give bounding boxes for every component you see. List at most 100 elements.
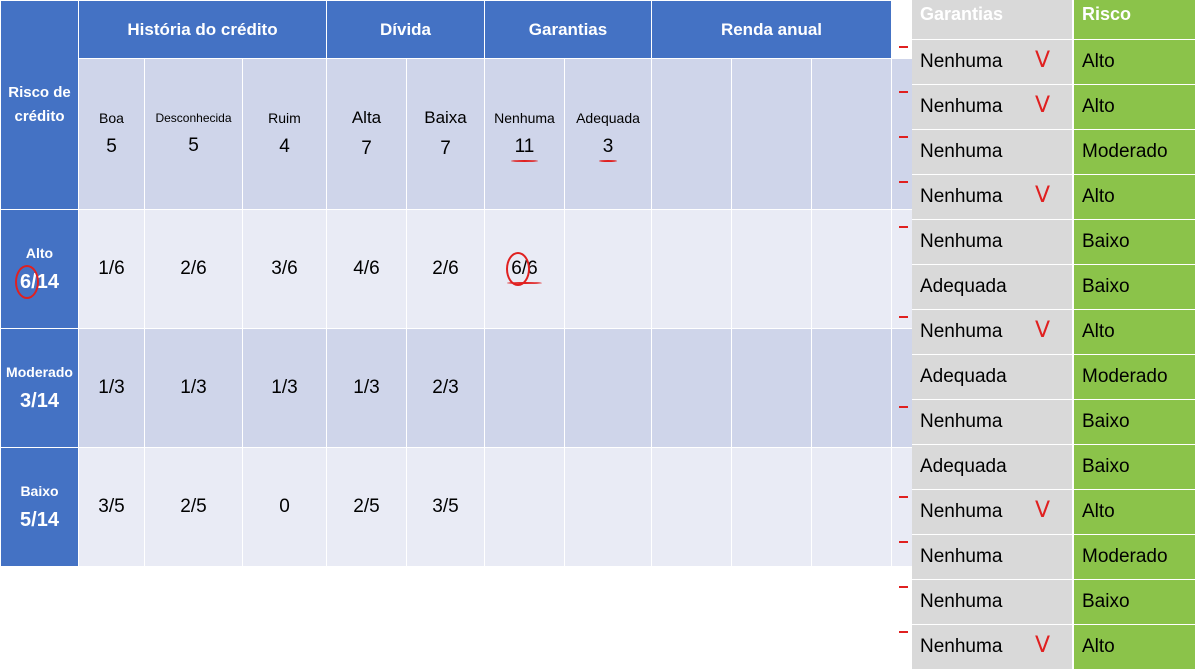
garantia-cell: Nenhuma V (899, 85, 1072, 130)
cell-baixo-alta: 2/5 (326, 447, 407, 567)
cell-alto-adequada (564, 209, 652, 329)
garantia-text: Adequada (920, 456, 1007, 477)
garantia-cell: Nenhuma (899, 400, 1072, 445)
cell-baixo-desconhecida: 2/5 (144, 447, 243, 567)
cell-alto-boa: 1/6 (78, 209, 145, 329)
category-ruim: Ruim 4 (242, 58, 327, 210)
table-row: Adequada Baixo (912, 445, 1195, 490)
cell-moderado-ruim: 1/3 (242, 328, 327, 448)
garantia-text: Nenhuma (920, 321, 1003, 342)
risco-cell: Alto (1072, 40, 1195, 85)
garantia-cell: Nenhuma V (899, 625, 1072, 670)
category-boa: Boa 5 (78, 58, 145, 210)
category-baixa: Baixa 7 (406, 58, 485, 210)
risco-cell: Alto (1072, 85, 1195, 130)
side-table-header: Garantias Risco (912, 0, 1195, 40)
garantia-text: Nenhuma (920, 501, 1003, 522)
cell-alto-nenhuma: 6/6 (484, 209, 565, 329)
table-row: Nenhuma V Alto (899, 85, 1195, 130)
renda-empty-1 (651, 58, 732, 210)
risco-cell: Moderado (1072, 130, 1195, 175)
dash-mark (899, 631, 908, 633)
cell-moderado-renda-1 (651, 328, 732, 448)
table-row: Nenhuma Baixo (899, 580, 1195, 625)
table-row: Nenhuma V Alto (899, 310, 1195, 355)
training-data-table: Garantias Risco Nenhuma V Alto Nenhuma V Alto… (899, 0, 1195, 670)
cell-alto-renda-1 (651, 209, 732, 329)
cell-alto-ruim: 3/6 (242, 209, 327, 329)
corner-header: Risco de crédito (0, 0, 79, 210)
garantia-text: Nenhuma (920, 411, 1003, 432)
side-table-body: Nenhuma V Alto Nenhuma V Alto Nenhuma Moderado N… (899, 40, 1195, 670)
renda-empty-3 (811, 58, 892, 210)
side-header-risco: Risco (1072, 0, 1195, 40)
dash-mark (899, 316, 908, 318)
check-mark-icon: V (1034, 498, 1050, 523)
count-adequada: 3 (602, 136, 614, 157)
side-header-garantias: Garantias (912, 0, 1072, 40)
renda-empty-2 (731, 58, 812, 210)
risco-cell: Alto (1072, 310, 1195, 355)
dash-mark (899, 226, 908, 228)
check-mark-icon: V (1034, 318, 1050, 343)
category-nenhuma: Nenhuma 11 (484, 58, 565, 210)
risco-cell: Baixo (1072, 400, 1195, 445)
header-renda: Renda anual (651, 0, 892, 59)
header-garantias: Garantias (484, 0, 652, 59)
circled-numerator: 6 (14, 264, 40, 299)
garantia-text: Nenhuma (920, 546, 1003, 567)
dash-mark (899, 406, 908, 408)
circled-cell-value: 6/6 (506, 252, 538, 286)
risco-cell: Alto (1072, 490, 1195, 535)
garantia-cell: Adequada (912, 355, 1072, 400)
risco-cell: Moderado (1072, 535, 1195, 580)
table-row: Nenhuma V Alto (899, 625, 1195, 670)
row-header-moderado: Moderado 3/14 (0, 328, 79, 448)
probability-table: Risco de crédito História do crédito Dív… (0, 0, 972, 567)
cell-moderado-desconhecida: 1/3 (144, 328, 243, 448)
table-row: Adequada Moderado (912, 355, 1195, 400)
garantia-cell: Nenhuma V (899, 40, 1072, 85)
garantia-text: Nenhuma (920, 231, 1003, 252)
cell-alto-renda-3 (811, 209, 892, 329)
table-row: Nenhuma Baixo (899, 220, 1195, 265)
category-alta: Alta 7 (326, 58, 407, 210)
dash-mark (899, 181, 908, 183)
cell-moderado-nenhuma (484, 328, 565, 448)
category-adequada: Adequada 3 (564, 58, 652, 210)
garantia-cell: Nenhuma V (899, 175, 1072, 220)
table-row: Adequada Baixo (912, 265, 1195, 310)
cell-baixo-ruim: 0 (242, 447, 327, 567)
cell-moderado-boa: 1/3 (78, 328, 145, 448)
check-mark-icon: V (1034, 93, 1050, 118)
garantia-text: Nenhuma (920, 96, 1003, 117)
cell-alto-renda-2 (731, 209, 812, 329)
garantia-text: Adequada (920, 276, 1007, 297)
risco-cell: Moderado (1072, 355, 1195, 400)
garantia-cell: Nenhuma (899, 220, 1072, 265)
check-mark-icon: V (1034, 183, 1050, 208)
cell-baixo-renda-2 (731, 447, 812, 567)
dash-mark (899, 91, 908, 93)
table-row: Nenhuma Moderado (899, 130, 1195, 175)
table-row: Nenhuma Moderado (899, 535, 1195, 580)
table-row: Nenhuma V Alto (899, 175, 1195, 220)
garantia-text: Nenhuma (920, 636, 1003, 657)
cell-baixo-renda-1 (651, 447, 732, 567)
garantia-cell: Nenhuma V (899, 310, 1072, 355)
cell-moderado-alta: 1/3 (326, 328, 407, 448)
garantia-text: Nenhuma (920, 591, 1003, 612)
risco-cell: Alto (1072, 175, 1195, 220)
garantia-cell: Adequada (912, 445, 1072, 490)
garantia-cell: Nenhuma (899, 535, 1072, 580)
cell-alto-alta: 4/6 (326, 209, 407, 329)
row-header-baixo: Baixo 5/14 (0, 447, 79, 567)
cell-alto-baixa: 2/6 (406, 209, 485, 329)
table-row: Nenhuma V Alto (899, 490, 1195, 535)
risco-cell: Baixo (1072, 220, 1195, 265)
check-mark-icon: V (1034, 633, 1050, 658)
garantia-text: Nenhuma (920, 141, 1003, 162)
cell-baixo-renda-3 (811, 447, 892, 567)
check-mark-icon: V (1034, 48, 1050, 73)
dash-mark (899, 46, 908, 48)
